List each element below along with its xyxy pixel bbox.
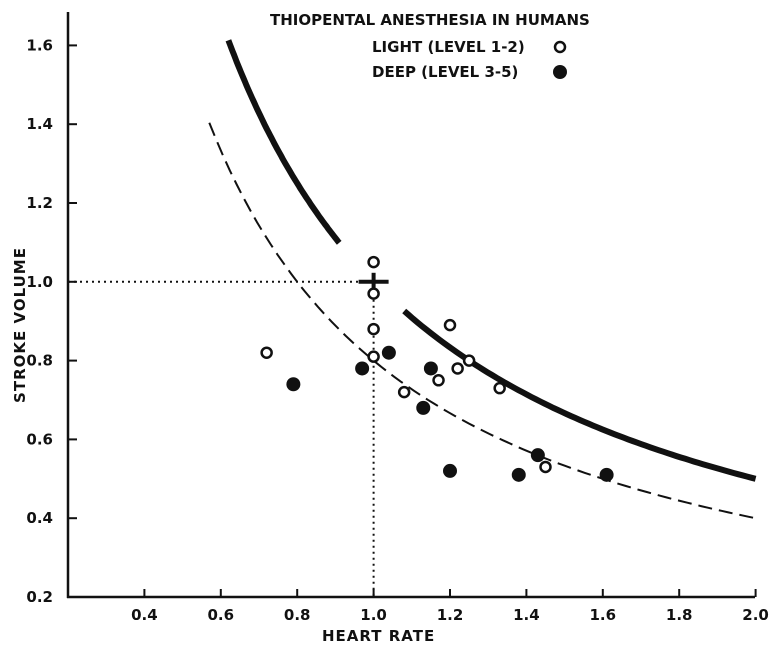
light-point	[397, 385, 411, 399]
curves	[208, 39, 757, 520]
axes	[66, 12, 755, 599]
deep-point	[511, 467, 526, 482]
x-tick-label: 0.6	[208, 606, 235, 624]
legend: LIGHT (LEVEL 1-2) DEEP (LEVEL 3-5)	[372, 38, 567, 81]
y-tick-label: 0.8	[26, 352, 53, 370]
light-point	[367, 350, 380, 363]
x-tick-label: 1.4	[513, 606, 540, 624]
light-point	[367, 287, 380, 300]
deep-point	[416, 400, 431, 415]
x-axis-ticks: 0.4 0.6 0.8 1.0 1.2 1.4 1.6 1.8 2.0	[131, 589, 769, 624]
y-tick-label: 1.2	[26, 194, 53, 212]
chart-title: THIOPENTAL ANESTHESIA IN HUMANS	[270, 11, 590, 29]
x-tick-label: 1.2	[437, 606, 464, 624]
dashed-curve	[208, 122, 756, 520]
deep-point	[381, 345, 396, 360]
legend-filled-circle-icon	[553, 65, 567, 79]
y-tick-label: 0.2	[26, 588, 53, 606]
light-point	[493, 381, 506, 395]
x-axis-title: HEART RATE	[322, 627, 435, 645]
legend-label: DEEP (LEVEL 3-5)	[372, 63, 518, 81]
light-point	[367, 322, 380, 336]
x-tick-label: 1.8	[666, 606, 693, 624]
light-point	[539, 460, 552, 474]
light-point	[462, 354, 476, 367]
light-point	[260, 346, 273, 359]
deep-point	[286, 377, 301, 392]
x-tick-label: 2.0	[742, 606, 769, 624]
light-point	[432, 374, 445, 387]
y-tick-label: 1.0	[26, 273, 53, 291]
light-point	[367, 255, 380, 269]
deep-point	[423, 361, 438, 376]
thick-solid-curve	[402, 308, 757, 482]
y-tick-label: 0.4	[26, 509, 53, 527]
x-tick-label: 0.4	[131, 606, 158, 624]
y-tick-label: 1.4	[26, 115, 53, 133]
deep-point	[530, 448, 545, 463]
y-tick-label: 1.6	[26, 36, 53, 54]
legend-open-circle-icon	[553, 40, 567, 54]
light-point	[451, 362, 464, 375]
x-tick-label: 1.0	[360, 606, 387, 624]
y-tick-label: 0.6	[26, 430, 53, 448]
reference-lines	[68, 272, 389, 597]
deep-point	[355, 361, 370, 376]
deep-point	[443, 463, 457, 478]
x-tick-label: 1.6	[590, 606, 617, 624]
y-axis-title: STROKE VOLUME	[11, 247, 29, 403]
legend-label: LIGHT (LEVEL 1-2)	[372, 38, 525, 56]
x-tick-label: 0.8	[284, 606, 311, 624]
deep-point	[599, 467, 614, 482]
data-points	[260, 255, 614, 482]
y-axis-ticks: 0.2 0.4 0.6 0.8 1.0 1.2 1.4 1.6	[26, 36, 77, 606]
light-point	[443, 318, 457, 332]
thick-solid-curve	[225, 39, 342, 245]
